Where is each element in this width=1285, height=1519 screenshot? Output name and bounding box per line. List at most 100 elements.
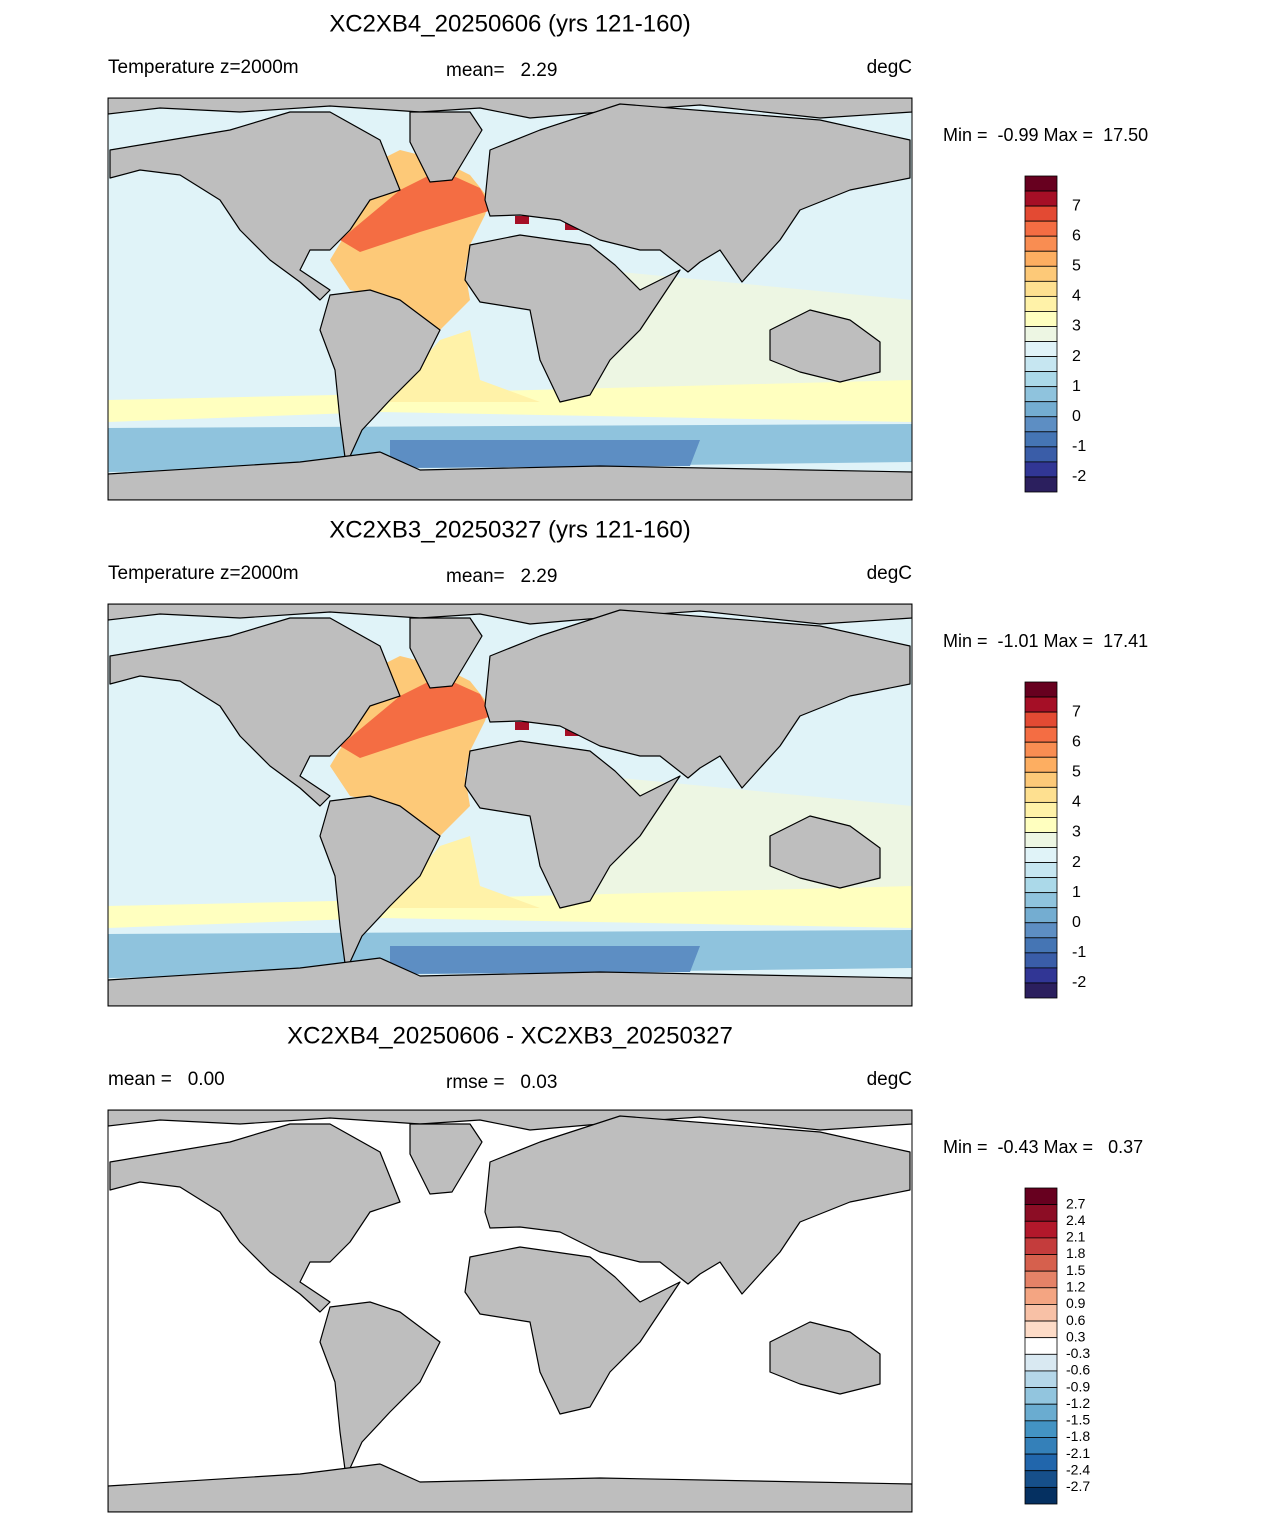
colorbar-box (1024, 1437, 1058, 1455)
colorbar-tick-label: 2 (1072, 348, 1081, 365)
colorbar-box (1024, 190, 1058, 207)
colorbar-box (1024, 711, 1058, 728)
colorbar-box (1024, 1270, 1058, 1289)
colorbar-tick-label: 1.8 (1066, 1245, 1086, 1261)
colorbar-box (1024, 446, 1058, 463)
colorbar-box (1024, 756, 1058, 773)
colorbar-tick-label: -0.3 (1066, 1345, 1090, 1361)
colorbar-tick-label: -0.6 (1066, 1362, 1090, 1378)
colorbar-box (1024, 1420, 1058, 1438)
map-frame (107, 97, 913, 501)
colorbar-box (1024, 1337, 1058, 1355)
colorbar-box (1024, 311, 1058, 327)
colorbar-box (1024, 401, 1058, 418)
colorbar-box (1024, 817, 1058, 833)
colorbar-box (1024, 1220, 1058, 1239)
colorbar-tick-label: 4 (1072, 288, 1081, 305)
colorbar-box (1024, 1403, 1058, 1422)
units-label: degC (867, 1069, 912, 1090)
colorbar-box (1024, 726, 1058, 743)
colorbar-tick-label: -1.8 (1066, 1428, 1090, 1444)
colorbar-box (1024, 907, 1058, 924)
colorbar-box (1024, 295, 1058, 312)
colorbar-box (1024, 937, 1058, 954)
panel: XC2XB3_20250327 (yrs 121-160) Temperature… (107, 516, 1148, 1007)
map (108, 1110, 912, 1512)
colorbar-tick-label: -1.5 (1066, 1412, 1090, 1428)
colorbar-box (1024, 280, 1058, 297)
colorbar-tick-label: 1.5 (1066, 1262, 1086, 1278)
colorbar-tick-label: 2.7 (1066, 1195, 1086, 1211)
map-frame (107, 1109, 913, 1513)
colorbar-box (1024, 265, 1058, 282)
range-label: Min = -0.43 Max = 0.37 (943, 1137, 1143, 1157)
colorbar-box (1024, 1254, 1058, 1272)
map (108, 98, 912, 500)
colorbar-box (1024, 1353, 1058, 1372)
colorbar-box (1024, 220, 1058, 237)
colorbar-box (1024, 862, 1058, 879)
colorbar-tick-label: 1.2 (1066, 1278, 1086, 1294)
colorbar-box (1024, 877, 1058, 894)
colorbar-box (1024, 461, 1058, 478)
colorbar: 2.72.42.11.81.51.20.90.60.3-0.3-0.6-0.9-… (1024, 1187, 1090, 1505)
colorbar-box (1024, 801, 1058, 818)
left-label: Temperature z=2000m (108, 563, 299, 584)
colorbar-box (1024, 205, 1058, 222)
units-label: degC (867, 563, 912, 584)
colorbar-box (1024, 1370, 1058, 1388)
colorbar-box (1024, 250, 1058, 267)
colorbar-box (1024, 326, 1058, 342)
center-label: mean= 2.29 (446, 60, 557, 81)
colorbar-box (1024, 967, 1058, 984)
colorbar-box (1024, 235, 1058, 252)
colorbar-tick-label: 2.4 (1066, 1212, 1086, 1228)
colorbar-tick-label: -0.9 (1066, 1378, 1090, 1394)
colorbar-box (1024, 741, 1058, 758)
colorbar-tick-label: 4 (1072, 794, 1081, 811)
left-label: Temperature z=2000m (108, 57, 299, 78)
colorbar-box (1024, 476, 1058, 493)
colorbar-box (1024, 952, 1058, 969)
colorbar-tick-label: 3 (1072, 824, 1081, 841)
colorbar-tick-label: 0 (1072, 408, 1081, 425)
colorbar-box (1024, 681, 1058, 698)
colorbar-box (1024, 696, 1058, 713)
range-label: Min = -0.99 Max = 17.50 (943, 125, 1148, 145)
colorbar-box (1024, 371, 1058, 388)
colorbar-tick-label: 1 (1072, 884, 1081, 901)
colorbar-box (1024, 771, 1058, 788)
map (108, 604, 912, 1006)
colorbar-box (1024, 1320, 1058, 1339)
map-frame (107, 603, 913, 1007)
colorbar-box (1024, 386, 1058, 403)
colorbar-tick-label: -2.1 (1066, 1445, 1090, 1461)
colorbar-tick-label: 6 (1072, 227, 1081, 244)
panel-title: XC2XB4_20250606 - XC2XB3_20250327 (287, 1022, 733, 1049)
colorbar-box (1024, 431, 1058, 448)
colorbar: 7 6 5 4 3 2 1 0 -1 -2 (1024, 175, 1086, 493)
colorbar-tick-label: 0.3 (1066, 1328, 1086, 1344)
colorbar-box (1024, 892, 1058, 909)
colorbar-tick-label: -2.4 (1066, 1461, 1090, 1477)
colorbar-tick-label: 5 (1072, 258, 1081, 275)
left-label: mean = 0.00 (108, 1069, 225, 1090)
colorbar-box (1024, 1287, 1058, 1305)
colorbar-tick-label: -1 (1072, 438, 1086, 455)
colorbar-tick-label: 6 (1072, 733, 1081, 750)
colorbar-tick-label: 1 (1072, 378, 1081, 395)
units-label: degC (867, 57, 912, 78)
colorbar-box (1024, 847, 1058, 863)
colorbar-tick-label: 0.6 (1066, 1312, 1086, 1328)
colorbar-tick-label: 5 (1072, 764, 1081, 781)
colorbar-box (1024, 1237, 1058, 1255)
range-label: Min = -1.01 Max = 17.41 (943, 631, 1148, 651)
colorbar-box (1024, 1204, 1058, 1222)
colorbar-box (1024, 341, 1058, 357)
colorbar-box (1024, 1304, 1058, 1322)
colorbar-tick-label: 0.9 (1066, 1295, 1086, 1311)
colorbar-box (1024, 356, 1058, 373)
colorbar-tick-label: -2 (1072, 974, 1086, 991)
